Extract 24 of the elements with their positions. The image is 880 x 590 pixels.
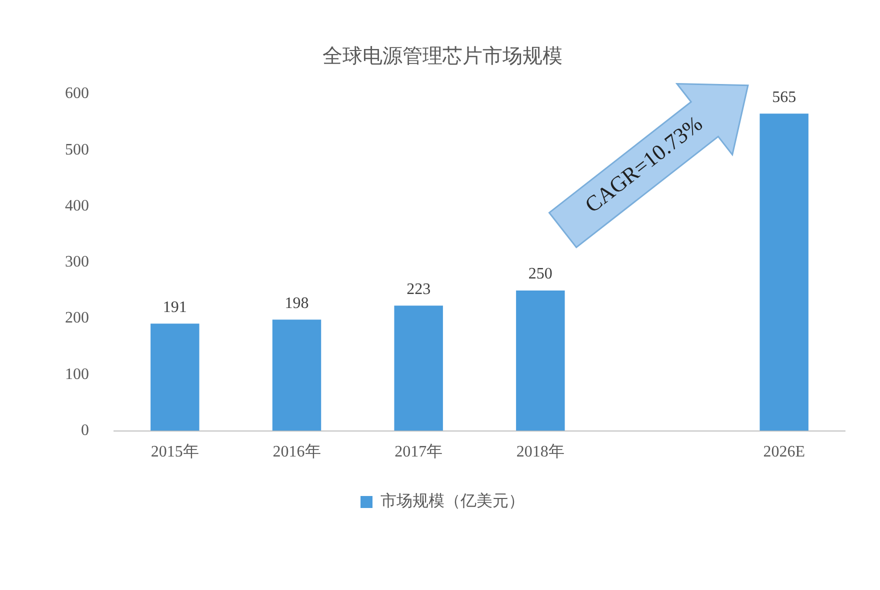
y-tick-label: 100: [65, 366, 89, 383]
data-label: 198: [284, 294, 309, 312]
chart-title: 全球电源管理芯片市场规模: [322, 45, 562, 68]
y-tick-label: 400: [65, 197, 89, 214]
bar: [394, 306, 443, 431]
x-tick-label: 2016年: [272, 444, 321, 461]
y-tick-label: 600: [65, 85, 89, 102]
y-tick-label: 300: [65, 254, 89, 271]
data-label: 223: [406, 280, 431, 298]
y-tick-label: 200: [65, 310, 89, 327]
y-tick-label: 500: [65, 141, 89, 158]
x-tick-label: 2015年: [150, 444, 199, 461]
x-tick-label: 2026E: [763, 444, 805, 461]
data-label: 250: [528, 266, 552, 283]
data-label: 191: [162, 298, 187, 316]
bar: [272, 320, 322, 431]
x-tick-label: 2017年: [394, 444, 443, 461]
bar: [760, 114, 808, 431]
y-tick-label: 0: [81, 422, 89, 440]
x-tick-label: 2018年: [516, 444, 564, 461]
legend-label: 市场规模（亿美元）: [380, 492, 524, 510]
data-label: 565: [772, 88, 796, 106]
bar: [516, 290, 565, 431]
bar: [150, 324, 200, 431]
